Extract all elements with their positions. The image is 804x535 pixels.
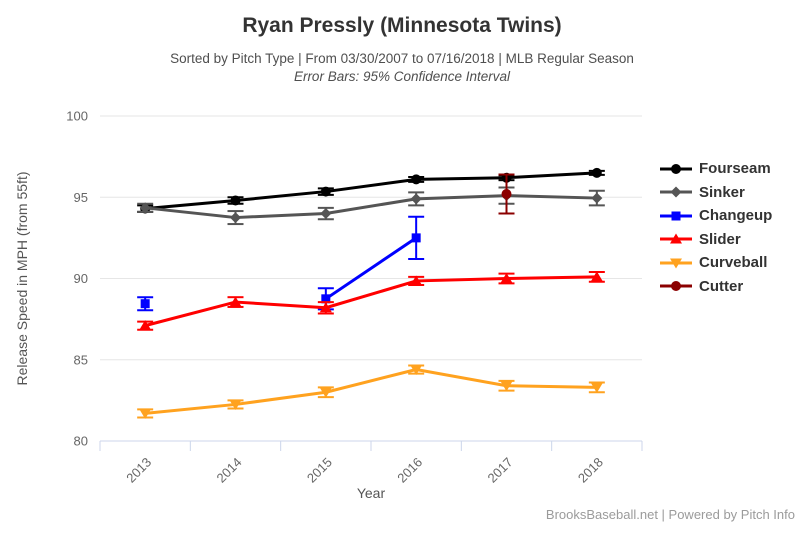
series-line-fourseam	[143, 171, 599, 211]
legend-item-sinker[interactable]: Sinker	[658, 181, 772, 205]
point-fourseam-2018	[591, 167, 602, 178]
point-changeup-2016	[411, 233, 421, 243]
chart-header: Ryan Pressly (Minnesota Twins) Sorted by…	[0, 0, 804, 84]
point-fourseam-2016	[411, 174, 422, 185]
legend-item-curveball[interactable]: Curveball	[658, 251, 772, 275]
legend-item-slider[interactable]: Slider	[658, 228, 772, 252]
y-tick-label: 100	[66, 109, 88, 124]
point-slider-2014	[229, 296, 242, 307]
series-curveball	[137, 364, 605, 419]
legend-label: Cutter	[699, 277, 744, 295]
slider-marker-icon	[660, 233, 692, 244]
point-curveball-2017	[500, 381, 513, 392]
legend-marker-changeup	[671, 211, 681, 221]
point-curveball-2016	[410, 365, 423, 375]
point-curveball-2014	[229, 399, 242, 410]
x-tick-label: 2015	[304, 455, 335, 486]
point-changeup-2013	[140, 299, 150, 309]
legend-item-fourseam[interactable]: Fourseam	[658, 157, 772, 181]
point-sinker-2015	[320, 208, 332, 219]
series-line-curveball	[143, 368, 599, 415]
sinker-marker-icon	[660, 186, 692, 198]
x-tick-label: 2013	[123, 455, 154, 486]
point-slider-2016	[410, 275, 423, 286]
y-tick-label: 80	[74, 434, 88, 449]
series-sinker	[137, 186, 605, 226]
curveball-marker-icon	[660, 258, 692, 269]
legend-marker-fourseam	[671, 163, 681, 174]
x-tick-label: 2018	[575, 455, 606, 486]
series-line-slider	[143, 275, 599, 328]
point-sinker-2016	[410, 193, 422, 205]
y-axis-title: Release Speed in MPH (from 55ft)	[14, 172, 30, 386]
x-tick-label: 2016	[394, 455, 425, 486]
point-slider-2017	[500, 273, 513, 283]
chart-subtitle: Sorted by Pitch Type | From 03/30/2007 t…	[170, 51, 634, 66]
legend-label: Changeup	[699, 207, 773, 225]
point-slider-2013	[139, 320, 152, 331]
legend: Fourseam Sinker Changeup Slider Curveball Cut…	[658, 157, 772, 298]
point-slider-2015	[319, 302, 332, 313]
point-changeup-2015	[321, 294, 331, 304]
point-curveball-2015	[319, 387, 332, 398]
series-line-changeup	[324, 236, 418, 301]
point-sinker-2013	[139, 202, 151, 214]
point-curveball-2018	[590, 382, 603, 393]
chart-title: Ryan Pressly (Minnesota Twins)	[242, 14, 562, 37]
legend-marker-curveball	[670, 258, 682, 269]
series-line-sinker	[143, 194, 599, 220]
legend-label: Slider	[699, 230, 741, 248]
legend-marker-slider	[670, 233, 682, 244]
cutter-marker-icon	[660, 281, 692, 292]
error-bars-note: Error Bars: 95% Confidence Interval	[293, 69, 511, 84]
legend-label: Sinker	[699, 183, 745, 201]
point-fourseam-2015	[320, 186, 331, 197]
legend-marker-cutter	[671, 281, 681, 292]
x-tick-label: 2014	[214, 455, 245, 486]
x-tick-label: 2017	[485, 455, 516, 486]
point-sinker-2018	[591, 192, 603, 204]
changeup-marker-icon	[660, 211, 692, 221]
legend-item-changeup[interactable]: Changeup	[658, 204, 772, 228]
point-sinker-2014	[230, 212, 241, 224]
legend-label: Fourseam	[699, 160, 771, 178]
legend-item-cutter[interactable]: Cutter	[658, 275, 772, 299]
x-axis-title: Year	[357, 485, 386, 501]
series-changeup	[137, 215, 425, 312]
fourseam-marker-icon	[660, 163, 692, 174]
y-tick-label: 85	[74, 352, 88, 367]
footer-credit: BrooksBaseball.net | Powered by Pitch In…	[545, 507, 795, 522]
y-tick-label: 90	[74, 271, 88, 286]
point-fourseam-2014	[230, 195, 241, 206]
point-slider-2018	[590, 271, 603, 282]
legend-marker-sinker	[670, 186, 682, 198]
series-slider	[137, 271, 605, 331]
point-cutter-2017	[501, 189, 512, 199]
legend-label: Curveball	[699, 254, 768, 272]
series-cutter	[498, 173, 515, 215]
y-tick-label: 95	[74, 190, 88, 205]
point-curveball-2013	[139, 408, 152, 419]
